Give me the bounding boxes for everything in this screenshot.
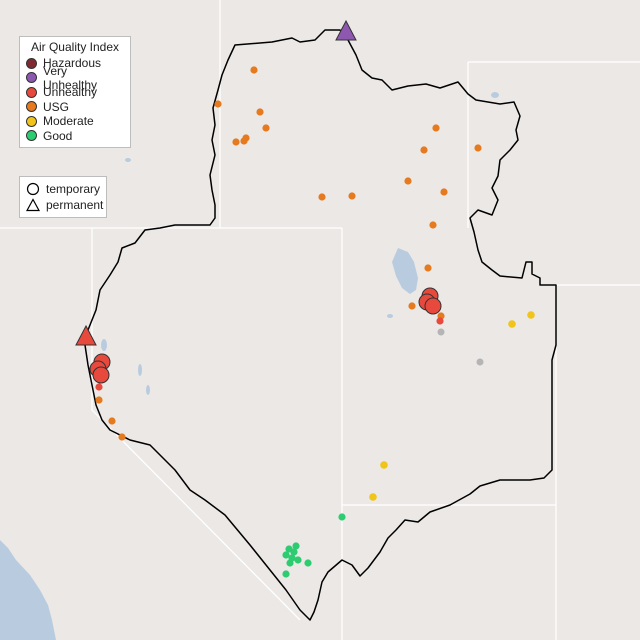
usg-swatch-icon	[26, 101, 37, 113]
lake-small-4	[491, 92, 499, 98]
marker-usg	[95, 396, 103, 404]
marker-missing	[476, 358, 484, 366]
aqi-legend: Air Quality Index Hazardous Very Unhealt…	[19, 36, 131, 148]
ocean	[0, 540, 56, 640]
circle-icon	[26, 182, 40, 196]
marker-usg	[474, 144, 482, 152]
good-markers	[282, 513, 346, 578]
marker-good	[282, 570, 290, 578]
marker-usg	[420, 146, 428, 154]
marker-usg	[318, 193, 326, 201]
marker-unhealthy-permanent	[75, 324, 97, 346]
marker-usg	[240, 137, 248, 145]
unhealthy-swatch-icon	[26, 86, 37, 98]
aqi-legend-title: Air Quality Index	[30, 40, 120, 54]
marker-usg	[108, 417, 116, 425]
monitor-type-label: permanent	[46, 198, 104, 212]
aqi-legend-label: Unhealthy	[43, 85, 98, 100]
marker-moderate	[508, 320, 516, 328]
aqi-legend-item-good: Good	[26, 129, 124, 144]
monitor-type-legend: temporary permanent	[19, 176, 107, 218]
monitor-type-permanent: permanent	[26, 197, 104, 213]
hazardous-swatch-icon	[26, 57, 37, 69]
marker-usg	[348, 192, 356, 200]
marker-good	[338, 513, 346, 521]
lakes	[101, 92, 499, 395]
marker-unhealthy-temporary	[92, 366, 110, 384]
great-salt-lake	[392, 248, 418, 294]
marker-good	[290, 548, 298, 556]
marker-usg	[440, 188, 448, 196]
aqi-legend-label: Very Unhealthy	[43, 63, 98, 92]
marker-missing	[437, 328, 445, 336]
marker-unhealthy	[95, 383, 103, 391]
usg-markers	[95, 66, 482, 441]
marker-good	[294, 556, 302, 564]
lake-tahoe	[101, 339, 107, 351]
marker-good	[292, 542, 300, 550]
marker-usg	[118, 433, 126, 441]
marker-moderate	[527, 311, 535, 319]
marker-usg	[256, 108, 264, 116]
aqi-legend-label: Hazardous	[43, 56, 102, 71]
marker-moderate	[369, 493, 377, 501]
marker-usg	[232, 138, 240, 146]
marker-good	[282, 551, 290, 559]
lake-small-3	[387, 314, 393, 318]
aqi-legend-label: USG	[43, 99, 70, 114]
lake-small-1	[125, 158, 131, 162]
missing-data-markers	[437, 328, 484, 366]
marker-unhealthy	[436, 317, 444, 325]
marker-usg	[262, 124, 270, 132]
region-outline	[84, 29, 557, 621]
aqi-legend-item-unhealthy: Unhealthy	[26, 85, 124, 100]
very-unhealthy-swatch-icon	[26, 72, 37, 84]
monitor-type-label: temporary	[46, 182, 101, 196]
marker-usg	[424, 264, 432, 272]
moderate-swatch-icon	[26, 115, 37, 127]
marker-usg	[404, 177, 412, 185]
aqi-legend-item-hazardous: Hazardous	[26, 56, 124, 71]
aqi-legend-label: Good	[43, 128, 73, 143]
marker-usg	[429, 221, 437, 229]
marker-very-unhealthy-permanent	[335, 19, 357, 41]
monitor-type-temporary: temporary	[26, 181, 100, 197]
aqi-legend-item-moderate: Moderate	[26, 114, 124, 129]
aqi-legend-label: Moderate	[43, 114, 94, 129]
aqi-legend-item-usg: USG	[26, 100, 124, 115]
marker-unhealthy-temporary	[424, 297, 442, 315]
triangle-icon	[26, 198, 40, 212]
pyramid-lake	[138, 364, 142, 376]
unhealthy-small-markers	[95, 317, 444, 391]
unhealthy-temporary-markers	[89, 287, 442, 384]
marker-usg	[214, 100, 222, 108]
marker-usg	[250, 66, 258, 74]
good-swatch-icon	[26, 130, 37, 142]
marker-usg	[432, 124, 440, 132]
lake-small-2	[146, 385, 150, 395]
aqi-legend-item-very-unhealthy: Very Unhealthy	[26, 64, 124, 92]
marker-moderate	[380, 461, 388, 469]
marker-good	[286, 559, 294, 567]
marker-good	[304, 559, 312, 567]
moderate-markers	[369, 311, 535, 501]
marker-usg	[408, 302, 416, 310]
